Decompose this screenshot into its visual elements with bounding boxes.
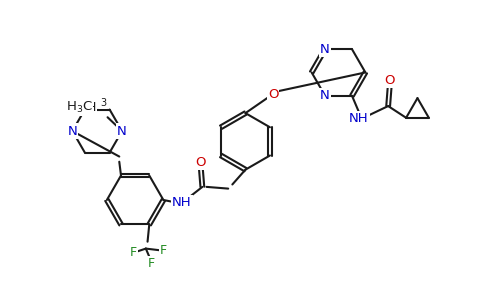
Text: N: N xyxy=(68,124,77,137)
Text: N: N xyxy=(320,89,330,102)
Text: F: F xyxy=(160,244,167,257)
Text: O: O xyxy=(385,74,395,87)
Text: NH: NH xyxy=(349,112,369,124)
Text: H$_3$C: H$_3$C xyxy=(66,100,93,116)
Text: O: O xyxy=(268,88,278,101)
Text: F: F xyxy=(130,245,137,259)
Text: 3: 3 xyxy=(100,98,106,109)
Text: NH: NH xyxy=(172,196,192,209)
Text: F: F xyxy=(148,256,154,270)
Text: N: N xyxy=(117,124,127,137)
Text: H: H xyxy=(86,101,96,114)
Text: N: N xyxy=(320,43,330,56)
Text: O: O xyxy=(196,156,206,169)
